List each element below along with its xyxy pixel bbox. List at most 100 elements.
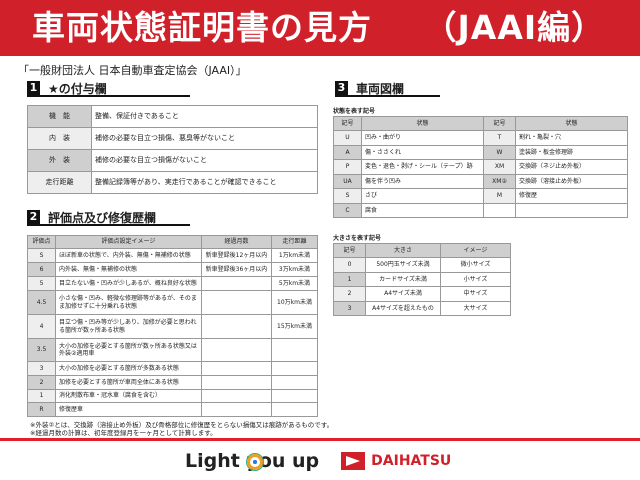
table-cell: 機 能	[27, 105, 92, 128]
table-cell: カードサイズ未満	[365, 271, 441, 287]
state-symbols-label: 状態を表す記号	[333, 108, 376, 115]
table-cell	[271, 338, 318, 362]
table-cell: 5	[27, 276, 56, 291]
table-cell	[201, 276, 272, 291]
table-row: 記号 状態 記号 状態	[333, 116, 628, 131]
table-cell: 目立たない傷・凹みが少しあるが、概ね良好な状態	[55, 276, 202, 291]
grade-table: 評価点 評価点設定イメージ 経過月数 走行距離 S ほぼ新車の状態で、内外装、無傷・無補修…	[27, 235, 318, 417]
table-row: 走行距離 整備記録簿等があり、実走行であることが確認できること	[27, 171, 318, 194]
state-symbols-table: 記号 状態 記号 状態 U 凹み・曲がり T 割れ・亀裂・穴 A 傷・ささくれ W 塗装跡・板金修理跡…	[333, 116, 628, 218]
table-cell: 割れ・亀裂・穴	[515, 130, 628, 146]
column-header: 経過月数	[201, 235, 272, 249]
footer-divider	[0, 438, 640, 441]
table-cell: 500円玉サイズ未満	[365, 257, 441, 273]
table-cell	[271, 361, 318, 376]
table-row: 3 大小の加修を必要とする箇所が多数ある状態	[27, 361, 318, 376]
table-row: P 変色・退色・剥げ・シール（テープ）跡 XM 交換跡（ネジ止め外板）	[333, 159, 628, 175]
table-row: 記号 大きさ イメージ	[333, 243, 511, 258]
table-cell: 2	[27, 375, 56, 390]
table-cell: 1	[333, 271, 366, 287]
table-cell	[271, 375, 318, 390]
table-cell: 目立つ傷・凹み等が少しあり、加修が必要と思われる箇所が数ヶ所ある状態	[55, 314, 202, 339]
table-row: C 腐食	[333, 202, 628, 218]
table-cell: 大小の加修を必要とする箇所が多数ある状態	[55, 361, 202, 376]
table-row: 2 A4サイズ未満 中サイズ	[333, 286, 511, 302]
column-header: 大きさ	[365, 243, 441, 258]
table-cell: A4サイズ未満	[365, 286, 441, 302]
table-row: 5 目立たない傷・凹みが少しあるが、概ね良好な状態 5万km未満	[27, 276, 318, 291]
table-row: S さび M 修復歴	[333, 188, 628, 204]
brand-name: DAIHATSU	[371, 453, 452, 469]
table-cell: 小さな傷・凹み、軽微な修理跡等があるが、そのまま加修せずに十分乗れる状態	[55, 290, 202, 315]
table-cell: 修復歴車	[55, 402, 202, 417]
table-cell: 外 装	[27, 149, 92, 172]
table-cell	[201, 361, 272, 376]
table-row: 1 消化剤散布車・冠水車（腐食を含む）	[27, 389, 318, 403]
table-cell: 中サイズ	[440, 286, 511, 302]
table-cell: S	[27, 248, 56, 263]
table-cell: 消化剤散布車・冠水車（腐食を含む）	[55, 389, 202, 403]
table-row: 0 500円玉サイズ未満 微小サイズ	[333, 257, 511, 273]
section3-header: 3 車両図欄	[335, 81, 440, 97]
table-cell: 新車登録後12ヶ月以内	[201, 248, 272, 263]
table-cell	[201, 338, 272, 362]
table-row: S ほぼ新車の状態で、内外装、無傷・無補修の状態 新車登録後12ヶ月以内 1万km未満	[27, 248, 318, 263]
table-cell	[201, 402, 272, 417]
size-symbols-table: 記号 大きさ イメージ 0 500円玉サイズ未満 微小サイズ 1 カードサイズ未満 小サイズ 2 A…	[333, 243, 511, 316]
note: ※外装②とは、交換跡（溶接止め外板）及び骨格部位に修復歴をとらない損傷又は痕跡が…	[30, 421, 334, 429]
column-header: 評価点設定イメージ	[55, 235, 202, 249]
table-cell: T	[483, 130, 516, 146]
column-header: 走行距離	[271, 235, 318, 249]
table-cell: 大サイズ	[440, 300, 511, 316]
table-cell: 大小の加修を必要とする箇所が数ヶ所ある状態又は外装②適用車	[55, 338, 202, 362]
table-row: 外 装補修の必要な目立つ損傷がないこと	[27, 149, 318, 172]
table-cell: 補修の必要な目立つ損傷がないこと	[91, 149, 318, 172]
table-row: U 凹み・曲がり T 割れ・亀裂・穴	[333, 130, 628, 146]
table-row: 1 カードサイズ未満 小サイズ	[333, 271, 511, 287]
table-row: 評価点 評価点設定イメージ 経過月数 走行距離	[27, 235, 318, 249]
table-cell: A4サイズを超えたもの	[365, 300, 441, 316]
table-cell: 0	[333, 257, 366, 273]
column-header: 評価点	[27, 235, 56, 249]
table-cell: S	[333, 188, 362, 204]
table-cell: 整備記録簿等があり、実走行であることが確認できること	[91, 171, 318, 194]
table-cell: 整備、保証付きであること	[91, 105, 318, 128]
table-row: 3.5 大小の加修を必要とする箇所が数ヶ所ある状態又は外装②適用車	[27, 338, 318, 362]
table-cell: 4.5	[27, 290, 56, 315]
table-row: R 修復歴車	[27, 402, 318, 417]
table-row: 機 能整備、保証付きであること	[27, 105, 318, 128]
table-cell: R	[27, 402, 56, 417]
size-symbols-label: 大きさを表す記号	[333, 235, 382, 242]
table-cell	[201, 375, 272, 390]
table-cell: 新車登録後36ヶ月以内	[201, 262, 272, 277]
table-cell: 内外装、無傷・無補修の状態	[55, 262, 202, 277]
table-cell: W	[483, 144, 516, 160]
table-cell: 加修を必要とする箇所が車両全体にある状態	[55, 375, 202, 390]
section-title: 車両図欄	[356, 81, 405, 96]
section2-header: 2 評価点及び修復歴欄	[27, 210, 190, 226]
table-cell: 1	[27, 389, 56, 403]
table-row: A 傷・ささくれ W 塗装跡・板金修理跡	[333, 144, 628, 160]
table-cell	[515, 202, 628, 218]
table-cell: C	[333, 202, 362, 218]
section-number: 1	[27, 81, 40, 95]
daihatsu-logo: DAIHATSU	[341, 452, 451, 470]
subtitle: 「一般財団法人 日本自動車査定協会（JAAI）」	[18, 64, 247, 77]
column-header: 記号	[333, 243, 366, 258]
table-cell: U	[333, 130, 362, 146]
table-cell: 交換跡（ネジ止め外板）	[515, 159, 628, 175]
table-cell: 小サイズ	[440, 271, 511, 287]
table-cell: P	[333, 159, 362, 175]
table-cell: 3	[27, 361, 56, 376]
table-cell: UA	[333, 173, 362, 189]
table-cell: 1万km未満	[271, 248, 318, 263]
table-cell: さび	[361, 188, 484, 204]
daihatsu-emblem-icon	[341, 452, 366, 470]
table-cell: 5万km未満	[271, 276, 318, 291]
table-cell	[201, 389, 272, 403]
table-cell: 微小サイズ	[440, 257, 511, 273]
table-cell: 10万km未満	[271, 290, 318, 315]
table-cell	[201, 314, 272, 339]
table-row: 内 装補修の必要な目立つ損傷、悪臭等がないこと	[27, 127, 318, 150]
table-cell: 塗装跡・板金修理跡	[515, 144, 628, 160]
